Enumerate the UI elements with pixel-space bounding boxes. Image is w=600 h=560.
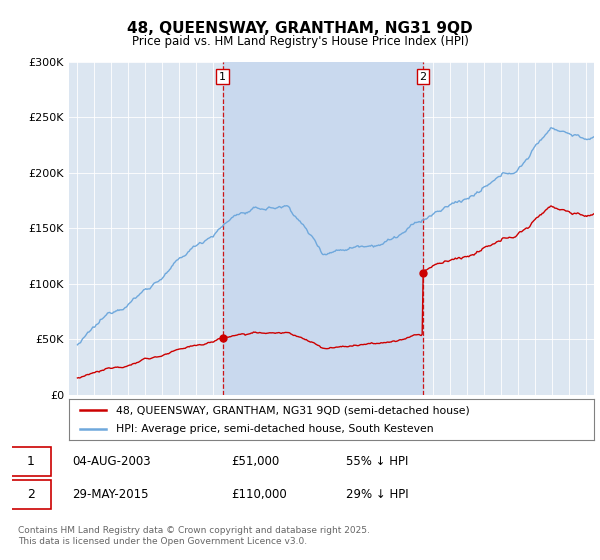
- Text: 2: 2: [419, 72, 427, 82]
- Text: 55% ↓ HPI: 55% ↓ HPI: [346, 455, 409, 468]
- FancyBboxPatch shape: [11, 447, 51, 476]
- FancyBboxPatch shape: [11, 480, 51, 509]
- Bar: [223, 62, 423, 395]
- Text: 48, QUEENSWAY, GRANTHAM, NG31 9QD: 48, QUEENSWAY, GRANTHAM, NG31 9QD: [127, 21, 473, 36]
- Text: HPI: Average price, semi-detached house, South Kesteven: HPI: Average price, semi-detached house,…: [116, 424, 434, 435]
- Text: £51,000: £51,000: [231, 455, 279, 468]
- Text: £110,000: £110,000: [231, 488, 287, 501]
- Text: 29-MAY-2015: 29-MAY-2015: [73, 488, 149, 501]
- Text: 1: 1: [27, 455, 35, 468]
- Text: Contains HM Land Registry data © Crown copyright and database right 2025.
This d: Contains HM Land Registry data © Crown c…: [18, 526, 370, 546]
- Text: 1: 1: [219, 72, 226, 82]
- Text: Price paid vs. HM Land Registry's House Price Index (HPI): Price paid vs. HM Land Registry's House …: [131, 35, 469, 48]
- Text: 48, QUEENSWAY, GRANTHAM, NG31 9QD (semi-detached house): 48, QUEENSWAY, GRANTHAM, NG31 9QD (semi-…: [116, 405, 470, 415]
- Text: 2: 2: [27, 488, 35, 501]
- Text: 04-AUG-2003: 04-AUG-2003: [73, 455, 151, 468]
- Text: 29% ↓ HPI: 29% ↓ HPI: [346, 488, 409, 501]
